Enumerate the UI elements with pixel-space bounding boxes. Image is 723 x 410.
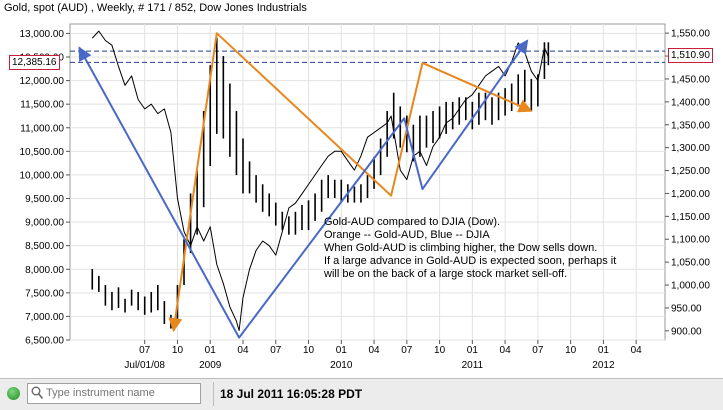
instrument-search-box[interactable] bbox=[27, 383, 201, 404]
right-tick-label: 1,150.00 bbox=[671, 212, 710, 223]
left-tick-label: 8,000.00 bbox=[25, 265, 64, 276]
status-bar: 18 Jul 2011 16:05:28 PDT bbox=[0, 378, 723, 410]
right-tick-label: 1,050.00 bbox=[671, 258, 710, 269]
left-tick-label: 8,500.00 bbox=[25, 241, 64, 252]
x-month-label: 04 bbox=[500, 345, 512, 356]
x-year-label: 2011 bbox=[462, 360, 484, 371]
chart-title: Gold, spot (AUD) , Weekly, # 171 / 852, … bbox=[4, 2, 307, 14]
x-month-label: 04 bbox=[368, 345, 380, 356]
right-tick-label: 1,000.00 bbox=[671, 281, 710, 292]
right-tick-label: 900.00 bbox=[671, 326, 702, 337]
chart-annotation: Gold-AUD compared to DJIA (Dow). Orange … bbox=[324, 216, 664, 281]
left-tick-label: 9,000.00 bbox=[25, 218, 64, 229]
x-month-label: 10 bbox=[434, 345, 446, 356]
x-month-label: 04 bbox=[631, 345, 643, 356]
right-tick-label: 1,400.00 bbox=[671, 97, 710, 108]
x-month-label: 07 bbox=[139, 345, 151, 356]
right-tick-label: 1,300.00 bbox=[671, 143, 710, 154]
chart-area: 6,500.00 7,000.00 7,500.00 8,000.00 8,500.00… bbox=[0, 0, 723, 378]
x-month-label: 04 bbox=[237, 345, 249, 356]
right-tick-label: 1,200.00 bbox=[671, 189, 710, 200]
x-month-label: 01 bbox=[598, 345, 610, 356]
x-month-label: 10 bbox=[172, 345, 184, 356]
x-month-label: 07 bbox=[532, 345, 544, 356]
x-month-label: 01 bbox=[205, 345, 217, 356]
left-tick-label: 9,500.00 bbox=[25, 194, 64, 205]
annotation-line: will be on the back of a large stock mar… bbox=[324, 268, 568, 280]
left-tick-label: 6,500.00 bbox=[25, 336, 64, 347]
right-tick-label: 1,350.00 bbox=[671, 120, 710, 131]
x-year-label: 2012 bbox=[592, 360, 615, 371]
right-tick-label: 1,450.00 bbox=[671, 74, 710, 85]
x-month-label: 01 bbox=[467, 345, 479, 356]
x-month-label: 10 bbox=[303, 345, 315, 356]
gold-aud-trend-line bbox=[168, 32, 533, 333]
annotation-line: Orange -- Gold-AUD, Blue -- DJIA bbox=[324, 229, 490, 241]
annotation-line: Gold-AUD compared to DJIA (Dow). bbox=[324, 216, 501, 228]
x-year-label: 2010 bbox=[330, 360, 353, 371]
dow-price-label: 12,385.16 bbox=[9, 55, 60, 70]
annotation-line: When Gold-AUD is climbing higher, the Do… bbox=[324, 242, 598, 254]
chart-svg: 6,500.00 7,000.00 7,500.00 8,000.00 8,500.00… bbox=[20, 23, 710, 371]
x-month-label: 07 bbox=[270, 345, 282, 356]
right-tick-label: 950.00 bbox=[671, 303, 702, 314]
left-tick-label: 13,000.00 bbox=[20, 29, 65, 40]
x-month-label: 07 bbox=[401, 345, 413, 356]
search-icon[interactable] bbox=[31, 386, 44, 405]
left-tick-label: 7,000.00 bbox=[25, 312, 64, 323]
right-tick-label: 1,550.00 bbox=[671, 29, 710, 40]
right-tick-label: 1,100.00 bbox=[671, 235, 710, 246]
djia-trend-line bbox=[78, 39, 529, 339]
x-month-label: 10 bbox=[565, 345, 577, 356]
left-tick-label: 11,500.00 bbox=[20, 100, 64, 111]
x-year-label: Jul/01/08 bbox=[124, 360, 165, 371]
left-tick-label: 10,000.00 bbox=[20, 170, 65, 181]
gold-price-label: 1,510.90 bbox=[668, 48, 713, 63]
right-tick-label: 1,250.00 bbox=[671, 166, 710, 177]
x-month-label: 01 bbox=[336, 345, 348, 356]
left-tick-label: 7,500.00 bbox=[25, 288, 64, 299]
x-year-label: 2009 bbox=[199, 360, 222, 371]
status-timestamp: 18 Jul 2011 16:05:28 PDT bbox=[220, 387, 363, 401]
left-tick-label: 11,000.00 bbox=[20, 123, 64, 134]
status-green-dot-icon[interactable] bbox=[7, 387, 20, 400]
annotation-line: If a large advance in Gold-AUD is expect… bbox=[324, 255, 617, 267]
left-tick-label: 10,500.00 bbox=[20, 147, 65, 158]
status-divider bbox=[213, 382, 214, 406]
instrument-search-input[interactable] bbox=[46, 385, 196, 401]
left-tick-label: 12,000.00 bbox=[20, 76, 65, 87]
